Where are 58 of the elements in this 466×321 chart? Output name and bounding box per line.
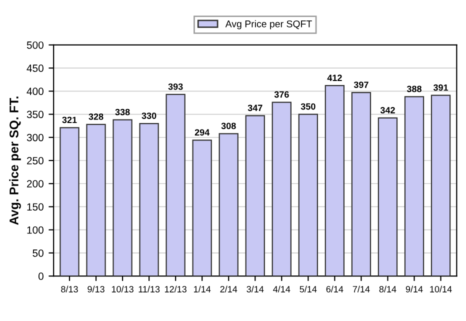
- x-tick-label: 8/13: [61, 286, 78, 292]
- y-tick-label: 450: [26, 64, 44, 72]
- x-tick-label: 9/13: [88, 286, 104, 292]
- data-label: 338: [115, 108, 130, 116]
- legend-label: Avg Price per SQFT: [225, 20, 312, 30]
- bar: [112, 119, 132, 276]
- data-label: 388: [406, 86, 422, 92]
- bar: [324, 85, 345, 276]
- bar: [404, 96, 424, 276]
- bar: [166, 94, 186, 276]
- bar: [60, 127, 80, 276]
- x-tick-label: 10/14: [430, 286, 452, 292]
- x-tick-label: 2/14: [220, 286, 238, 292]
- y-tick-label: 50: [32, 249, 44, 257]
- bar: [378, 117, 398, 276]
- x-tick-label: 6/14: [326, 286, 344, 292]
- x-tick-label: 3/14: [246, 286, 264, 292]
- data-label: 376: [274, 91, 289, 98]
- y-tick-label: 350: [26, 110, 44, 118]
- x-tick-label: 11/13: [138, 286, 160, 292]
- y-tick-label: 200: [27, 180, 44, 188]
- y-tick-label: 300: [26, 134, 44, 142]
- data-label: 342: [380, 107, 395, 114]
- x-tick-label: 7/14: [352, 286, 370, 292]
- x-tick-label: 9/14: [406, 286, 423, 292]
- bar: [272, 102, 292, 276]
- y-tick-label: 400: [26, 88, 44, 96]
- data-label: 321: [62, 116, 77, 124]
- y-tick-label: 150: [27, 203, 44, 211]
- bar: [245, 115, 265, 276]
- y-tick-label: 500: [26, 41, 44, 49]
- x-tick-label: 12/13: [164, 286, 186, 292]
- data-label: 347: [248, 104, 262, 112]
- y-tick-label: 0: [38, 272, 44, 280]
- data-label: 328: [88, 113, 104, 120]
- data-label: 397: [354, 82, 368, 88]
- bar: [139, 122, 159, 276]
- x-tick-label: 4/14: [273, 286, 290, 292]
- data-label: 350: [300, 103, 316, 110]
- data-label: 412: [327, 74, 342, 81]
- data-label: 391: [433, 84, 448, 91]
- bar: [86, 124, 106, 276]
- x-tick-label: 8/14: [379, 286, 396, 292]
- data-label: 308: [221, 122, 236, 130]
- bar: [430, 94, 451, 276]
- bar: [192, 140, 212, 276]
- data-label: 330: [142, 112, 156, 119]
- bar: [351, 92, 372, 276]
- x-tick-label: 1/14: [194, 286, 211, 292]
- x-tick-label: 10/13: [112, 286, 134, 292]
- data-label: 393: [168, 83, 183, 90]
- x-tick-label: 5/14: [300, 286, 317, 292]
- y-axis-title: Avg. Price per SQ. FT.: [9, 96, 21, 225]
- y-tick-label: 250: [27, 157, 44, 164]
- bar: [298, 114, 318, 276]
- data-label: 294: [194, 129, 210, 136]
- y-tick-label: 100: [27, 226, 44, 234]
- bar: [218, 133, 238, 276]
